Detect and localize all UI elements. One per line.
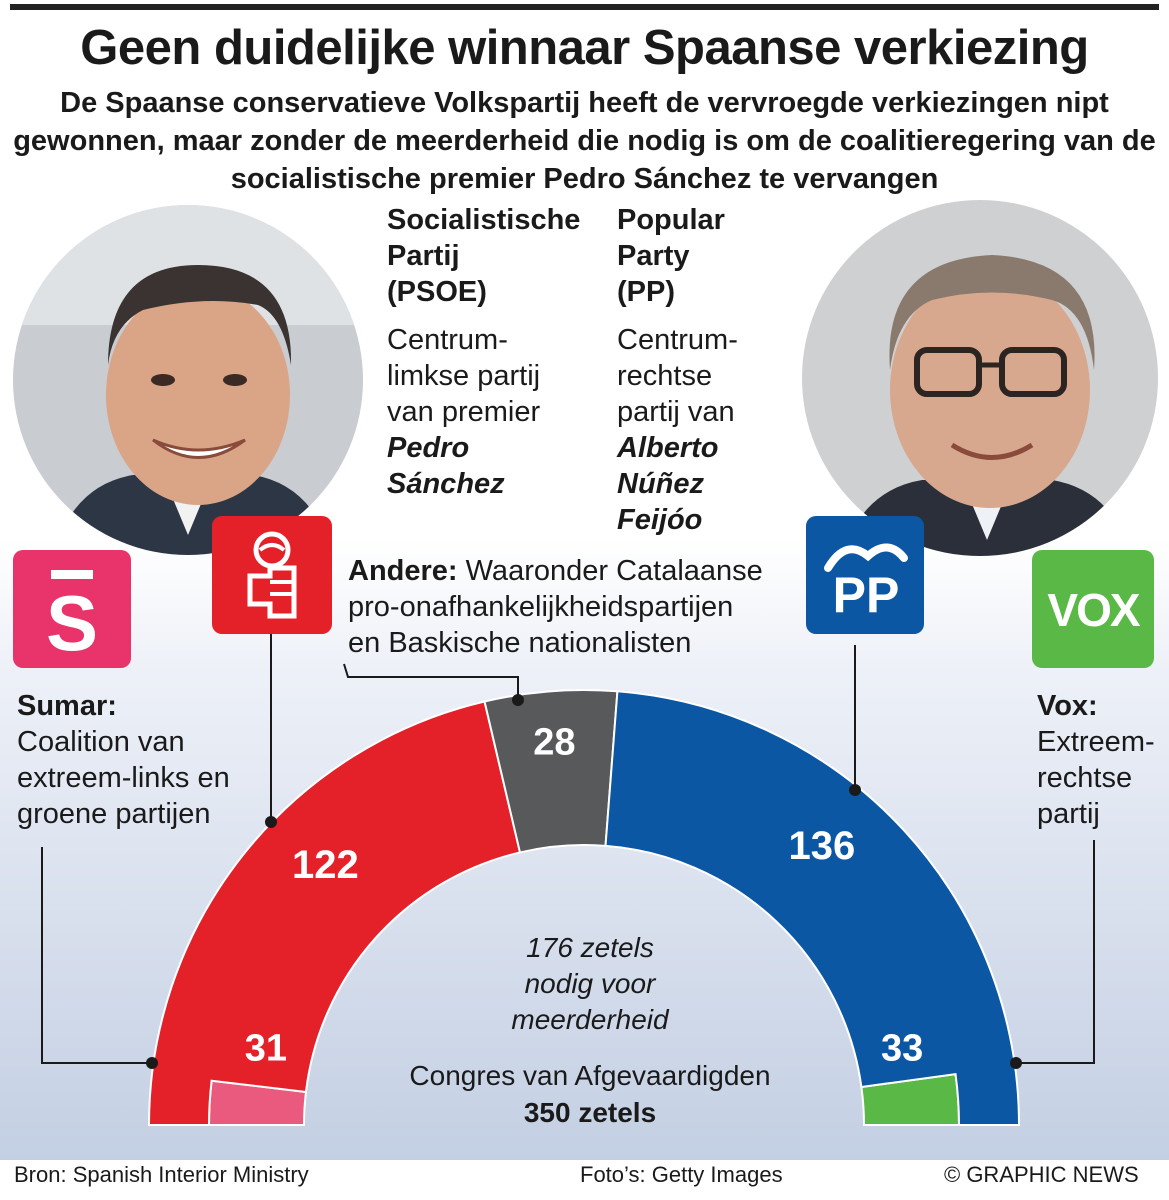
psoe-desc-1: Centrum- — [387, 324, 508, 356]
psoe-name-3: (PSOE) — [387, 276, 487, 308]
sumar-desc-2: extreem-links en — [17, 762, 230, 794]
pp-leader-2: Núñez — [617, 468, 704, 500]
seat-label-pp: 136 — [788, 824, 855, 868]
psoe-info: Socialistische Partij (PSOE) Centrum- li… — [387, 202, 580, 502]
andere-desc-first: Waaronder Catalaanse — [465, 555, 763, 587]
pp-desc-3: partij van — [617, 396, 735, 428]
andere-desc-2: en Baskische nationalisten — [348, 627, 692, 659]
leader-dot-vox — [1010, 1057, 1022, 1069]
page-subtitle: De Spaanse conservatieve Volkspartij hee… — [13, 87, 1156, 195]
leader-line-sumar — [41, 847, 152, 1064]
leader-dot-andere — [512, 694, 524, 706]
footer-credit: © GRAPHIC NEWS — [944, 1162, 1139, 1187]
pp-leader-3: Feijóo — [617, 504, 703, 536]
majority-line-1: 176 zetels — [526, 932, 654, 963]
seat-label-andere: 28 — [533, 721, 575, 763]
vox-logo-text: VOX — [1047, 584, 1140, 636]
andere-name: Andere: — [348, 555, 458, 587]
seat-label-vox: 33 — [881, 1027, 923, 1069]
andere-desc-1: pro-onafhankelijkheidspartijen — [348, 591, 734, 623]
vox-desc-1: Extreem- — [1037, 726, 1155, 758]
vox-label: Vox: Extreem- rechtse partij — [1037, 688, 1155, 832]
vox-logo: VOX — [1032, 550, 1154, 668]
sumar-name: Sumar: — [17, 690, 117, 722]
vox-name: Vox: — [1037, 690, 1098, 722]
chamber-name: Congres van Afgevaardigden — [409, 1060, 771, 1091]
sumar-label: Sumar: Coalition van extreem-links en gr… — [17, 688, 230, 832]
sumar-logo: S — [13, 550, 131, 668]
pp-desc-1: Centrum- — [617, 324, 738, 356]
leader-dot-pp — [849, 784, 861, 796]
majority-line-3: meerderheid — [511, 1004, 669, 1035]
top-rule — [10, 4, 1159, 10]
pp-name-1: Popular — [617, 204, 725, 236]
leader-line-andere — [343, 663, 519, 700]
psoe-logo — [212, 516, 332, 634]
psoe-desc-3: van premier — [387, 396, 541, 428]
pp-info: Popular Party (PP) Centrum- rechtse part… — [617, 202, 738, 538]
vox-desc-2: rechtse — [1037, 762, 1133, 794]
pp-name-3: (PP) — [617, 276, 675, 308]
pp-desc-2: rechtse — [617, 360, 713, 392]
footer-photos: Foto’s: Getty Images — [580, 1162, 783, 1187]
leader-dot-psoe — [265, 816, 277, 828]
vox-desc-3: partij — [1037, 798, 1100, 830]
seat-segment-pp — [604, 690, 1021, 1126]
pp-logo-text: PP — [833, 567, 900, 623]
andere-label: Andere: Waaronder Catalaanse pro-onafhan… — [348, 553, 763, 661]
pp-leader-1: Alberto — [617, 432, 719, 464]
sumar-desc-1: Coalition van — [17, 726, 185, 758]
seat-label-sumar: 31 — [245, 1027, 287, 1069]
psoe-name-1: Socialistische — [387, 204, 581, 236]
page-title: Geen duidelijke winnaar Spaanse verkiezi… — [80, 21, 1089, 75]
pp-logo: PP — [806, 516, 924, 634]
leader-line-vox — [1016, 840, 1095, 1064]
pp-name-2: Party — [617, 240, 690, 272]
psoe-name-2: Partij — [387, 240, 460, 272]
sumar-logo-text: S — [46, 579, 98, 667]
seat-label-psoe: 122 — [292, 843, 359, 887]
psoe-leader-1: Pedro — [387, 432, 470, 464]
psoe-leader-2: Sánchez — [387, 468, 505, 500]
majority-note: 176 zetels nodig voor meerderheid — [380, 930, 800, 1038]
psoe-desc-2: limkse partij — [387, 360, 541, 392]
majority-line-2: nodig voor — [524, 968, 656, 999]
leader-dot-sumar — [146, 1057, 158, 1069]
chamber-total: 350 zetels — [523, 1097, 657, 1128]
footer-source: Bron: Spanish Interior Ministry — [14, 1162, 309, 1187]
portrait-feijoo — [802, 200, 1158, 556]
sumar-desc-3: groene partijen — [17, 798, 211, 830]
